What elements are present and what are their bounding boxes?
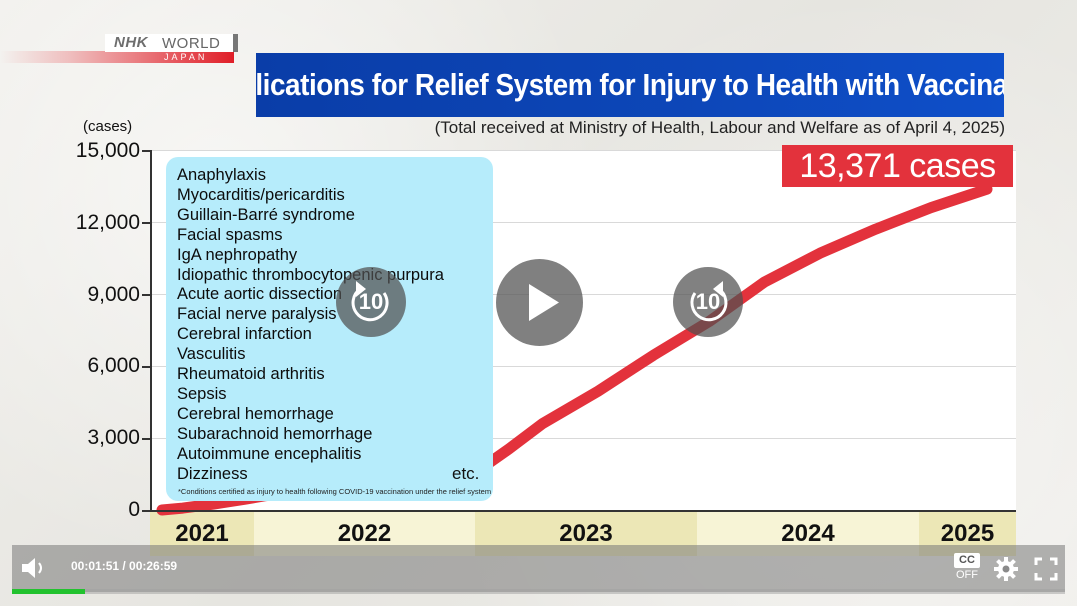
y-tick-label: 15,000 (75, 139, 140, 162)
skip-back-seconds: 10 (358, 289, 384, 314)
conditions-etc: etc. (452, 464, 480, 483)
title-banner: Applications for Relief System for Injur… (256, 53, 1004, 117)
gridline (150, 438, 1016, 439)
conditions-footnote: *Conditions certified as injury to healt… (178, 487, 492, 496)
condition-item: Cerebral hemorrhage (177, 404, 334, 423)
condition-item: Rheumatoid arthritis (177, 365, 325, 384)
y-tick-mark (142, 150, 151, 152)
logo-background (105, 34, 238, 52)
gridline (150, 150, 1016, 151)
logo-japan: JAPAN (164, 52, 208, 62)
conditions-box (166, 157, 493, 501)
y-tick-label: 12,000 (75, 211, 140, 234)
gridline (150, 294, 1016, 295)
progress-fill (12, 589, 85, 594)
y-tick-mark (142, 222, 151, 224)
conditions-list: Anaphylaxis Myocarditis/pericarditis Gui… (177, 166, 444, 485)
y-tick-label: 3,000 (87, 426, 140, 449)
progress-bar[interactable] (12, 589, 1065, 594)
settings-gear-icon[interactable] (993, 556, 1019, 582)
y-tick-label: 6,000 (87, 354, 140, 377)
volume-icon[interactable] (20, 556, 48, 580)
condition-item: IgA nephropathy (177, 245, 298, 264)
fullscreen-icon[interactable] (1034, 557, 1058, 581)
condition-item: Anaphylaxis (177, 166, 266, 184)
condition-item: Subarachnoid hemorrhage (177, 424, 373, 443)
rewind-arrow-icon (351, 281, 389, 322)
condition-item: Vasculitis (177, 345, 246, 364)
condition-item: Myocarditis/pericarditis (177, 185, 345, 204)
chart-subtitle: (Total received at Ministry of Health, L… (434, 118, 1005, 137)
condition-item: Acute aortic dissection (177, 285, 343, 304)
condition-item: Guillain-Barré syndrome (177, 205, 355, 224)
playback-time: 00:01:51 / 00:26:59 (71, 559, 178, 573)
y-axis-label: (cases) (83, 118, 133, 135)
player-control-bar (12, 545, 1065, 592)
chart-title: Applications for Relief System for Injur… (256, 67, 1004, 102)
condition-item: Facial spasms (177, 225, 283, 244)
y-tick-label: 0 (128, 498, 140, 521)
y-tick-mark (142, 438, 151, 440)
gridline (150, 366, 1016, 367)
y-tick-mark (142, 366, 151, 368)
x-axis (150, 510, 1016, 512)
y-tick-mark (142, 294, 151, 296)
gridline (150, 222, 1016, 223)
y-tick-mark (142, 510, 151, 512)
condition-item: Dizziness (177, 464, 248, 483)
total-cases-callout: 13,371 cases (782, 145, 1013, 187)
captions-icon: CC (954, 553, 980, 568)
play-icon (529, 284, 559, 321)
play-button[interactable] (496, 259, 583, 346)
condition-item: Facial nerve paralysis (177, 305, 337, 324)
condition-item: Cerebral infarction (177, 325, 312, 344)
logo-nhk: NHK (114, 34, 148, 51)
captions-state: OFF (956, 569, 978, 581)
y-axis (150, 150, 152, 512)
captions-button[interactable]: CC OFF (953, 553, 981, 583)
condition-item: Sepsis (177, 384, 227, 403)
y-tick-label: 9,000 (87, 283, 140, 306)
skip-back-button[interactable]: 10 (336, 267, 406, 337)
logo-accent-bar (0, 51, 234, 63)
skip-forward-button[interactable]: 10 (673, 267, 743, 337)
forward-arrow-icon (690, 281, 728, 322)
condition-item: Autoimmune encephalitis (177, 444, 362, 463)
logo-world: WORLD (162, 35, 221, 52)
skip-forward-seconds: 10 (695, 289, 721, 314)
